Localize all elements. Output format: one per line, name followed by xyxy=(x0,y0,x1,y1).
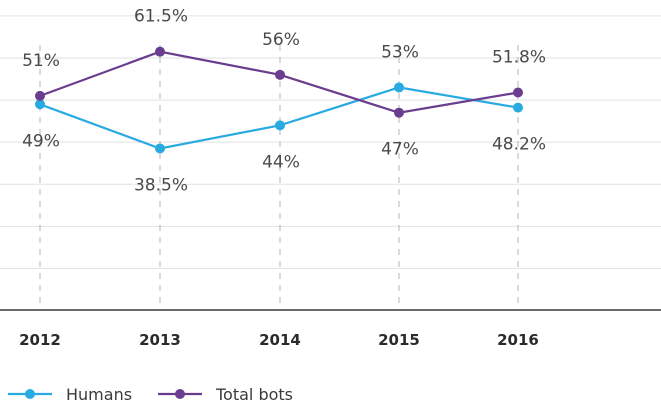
data-point xyxy=(513,87,523,98)
data-label: 51.8% xyxy=(492,47,546,67)
data-label: 61.5% xyxy=(134,7,188,27)
data-labels: 51% 49% 61.5% 38.5% 56% 44% 53% 47% 51.8% 48.2% xyxy=(22,7,546,196)
data-label: 44% xyxy=(262,152,300,172)
x-dash-lines xyxy=(39,45,519,310)
data-label: 51% xyxy=(22,51,60,71)
data-label: 49% xyxy=(22,131,60,151)
x-tick-label: 2014 xyxy=(259,331,301,349)
data-label: 38.5% xyxy=(134,175,188,195)
legend-label: Humans xyxy=(66,385,132,404)
grid-lines xyxy=(0,15,661,269)
series-line-humans xyxy=(39,86,519,150)
x-tick-label: 2013 xyxy=(139,331,181,349)
data-label: 47% xyxy=(381,140,419,160)
data-point xyxy=(35,99,45,110)
data-point xyxy=(155,46,165,57)
x-tick-label: 2012 xyxy=(19,331,61,349)
data-point xyxy=(394,107,404,118)
data-point xyxy=(513,102,523,113)
legend: Humans Total bots xyxy=(8,385,293,404)
data-point xyxy=(275,69,285,80)
legend-swatch-dot xyxy=(25,389,35,399)
data-point xyxy=(155,143,165,154)
series-line-total-bots xyxy=(39,50,519,114)
data-label: 48.2% xyxy=(492,135,546,155)
data-point xyxy=(35,90,45,101)
x-tick-label: 2015 xyxy=(378,331,420,349)
x-tick-labels: 2012 2013 2014 2015 2016 xyxy=(19,331,539,349)
x-tick-label: 2016 xyxy=(497,331,539,349)
data-point xyxy=(394,82,404,93)
legend-swatch-dot xyxy=(175,389,185,399)
data-label: 53% xyxy=(381,42,419,62)
legend-label: Total bots xyxy=(215,385,293,404)
data-label: 56% xyxy=(262,30,300,50)
series-group xyxy=(35,46,523,154)
data-point xyxy=(275,120,285,131)
